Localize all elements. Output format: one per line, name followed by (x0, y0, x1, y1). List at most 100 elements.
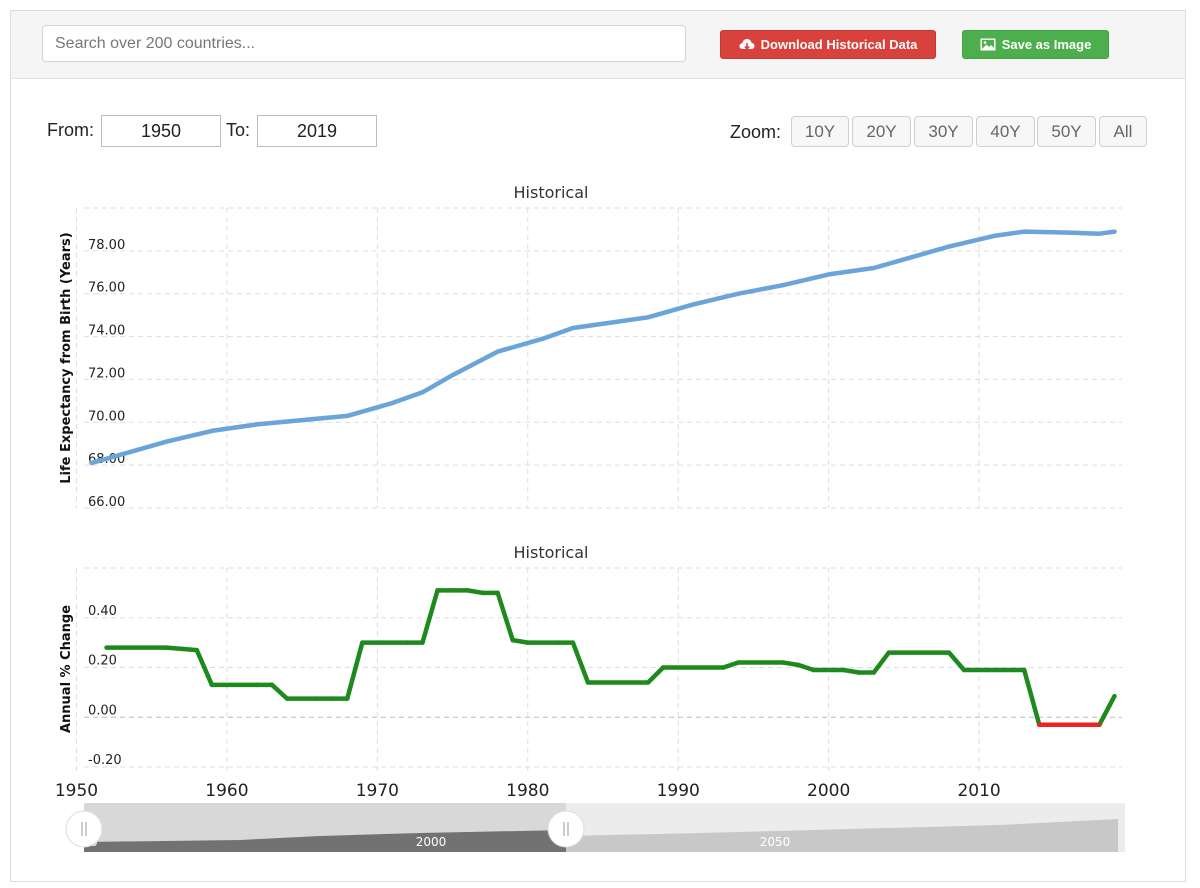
life-expectancy-point[interactable] (420, 390, 425, 395)
life-expectancy-point[interactable] (345, 413, 350, 418)
y-tick-label: 70.00 (88, 409, 125, 424)
life-expectancy-point[interactable] (1112, 229, 1117, 234)
annual-change-point[interactable] (1037, 722, 1042, 727)
annual-change-point[interactable] (886, 650, 891, 655)
life-expectancy-point[interactable] (736, 291, 741, 296)
annual-change-point[interactable] (1022, 668, 1027, 672)
annual-change-point[interactable] (947, 650, 951, 655)
navigator-right-handle[interactable] (547, 810, 585, 848)
annual-change-segment (1021, 667, 1042, 727)
annual-change-point[interactable] (179, 646, 184, 651)
annual-change-point[interactable] (345, 696, 350, 701)
download-historical-data-button[interactable]: Download Historical Data (720, 30, 936, 59)
annual-change-point[interactable] (435, 588, 440, 593)
life-expectancy-point[interactable] (826, 272, 831, 277)
annual-change-segment (871, 650, 892, 675)
annual-change-y-axis-label: Annual % Change (59, 605, 74, 733)
y-tick-label: -0.20 (88, 753, 122, 768)
zoom-40y-button[interactable]: 40Y (976, 116, 1035, 147)
annual-change-segment (841, 667, 861, 675)
annual-change-point[interactable] (736, 660, 741, 665)
annual-change-point[interactable] (420, 640, 425, 645)
life-expectancy-point[interactable] (495, 349, 500, 354)
annual-change-segment (179, 646, 200, 653)
annual-change-point[interactable] (585, 680, 590, 685)
zoom-20y-button[interactable]: 20Y (852, 116, 911, 147)
annual-change-segment (194, 647, 215, 688)
save-button-label: Save as Image (1001, 37, 1092, 52)
annual-change-point[interactable] (796, 663, 801, 668)
life-expectancy-point[interactable] (1097, 231, 1102, 236)
annual-change-segment (570, 640, 591, 685)
annual-change-point[interactable] (480, 590, 485, 595)
annual-change-point[interactable] (315, 696, 320, 701)
life-expectancy-point[interactable] (255, 422, 259, 427)
life-expectancy-point[interactable] (450, 373, 455, 378)
life-expectancy-point[interactable] (164, 439, 169, 444)
annual-change-point[interactable] (1112, 694, 1117, 699)
navigator-selected-range[interactable] (84, 803, 566, 852)
life-expectancy-point[interactable] (1022, 229, 1027, 234)
annual-change-point[interactable] (270, 682, 275, 687)
zoom-50y-button[interactable]: 50Y (1037, 116, 1096, 147)
annual-change-point[interactable] (570, 640, 575, 645)
annual-change-point[interactable] (1097, 722, 1102, 727)
life-expectancy-point[interactable] (646, 315, 651, 320)
life-expectancy-point[interactable] (691, 302, 696, 307)
annual-change-point[interactable] (495, 590, 500, 595)
save-as-image-button[interactable]: Save as Image (962, 30, 1109, 59)
life-expectancy-point[interactable] (871, 266, 876, 270)
life-expectancy-point[interactable] (540, 336, 545, 341)
life-expectancy-point[interactable] (947, 244, 951, 249)
x-tick-label: 1990 (657, 781, 700, 801)
annual-change-point[interactable] (721, 665, 726, 670)
life-expectancy-point[interactable] (570, 326, 575, 330)
life-expectancy-point[interactable] (300, 418, 305, 423)
life-expectancy-point[interactable] (119, 452, 124, 457)
zoom-all-button[interactable]: All (1099, 116, 1147, 147)
annual-change-point[interactable] (164, 645, 169, 650)
zoom-10y-button[interactable]: 10Y (791, 116, 849, 147)
life-expectancy-point[interactable] (89, 461, 94, 465)
from-year-input[interactable] (101, 115, 221, 147)
annual-change-point[interactable] (661, 665, 666, 670)
annual-change-point[interactable] (209, 682, 214, 687)
annual-change-segment (645, 665, 666, 685)
annual-change-point[interactable] (194, 648, 199, 653)
annual-change-point[interactable] (781, 660, 786, 665)
life-expectancy-point[interactable] (992, 233, 997, 238)
annual-change-point[interactable] (962, 668, 967, 672)
life-expectancy-point[interactable] (1067, 230, 1072, 235)
annual-change-point[interactable] (330, 696, 335, 701)
annual-change-point[interactable] (646, 680, 651, 685)
y-tick-label: 0.00 (88, 703, 117, 718)
annual-change-point[interactable] (465, 588, 470, 593)
annual-change-point[interactable] (285, 696, 290, 701)
annual-change-point[interactable] (104, 645, 109, 650)
life-expectancy-line (89, 229, 1117, 466)
life-expectancy-point[interactable] (390, 401, 395, 405)
navigator-series-outside (566, 819, 1118, 852)
annual-change-point[interactable] (510, 638, 515, 643)
zoom-30y-button[interactable]: 30Y (914, 116, 973, 147)
to-year-input[interactable] (257, 115, 377, 147)
navigator-left-handle[interactable] (65, 810, 103, 848)
annual-change-point[interactable] (555, 640, 560, 645)
annual-change-point[interactable] (450, 588, 455, 593)
annual-change-point[interactable] (856, 670, 861, 675)
life-expectancy-point[interactable] (901, 257, 906, 262)
annual-change-point[interactable] (841, 668, 846, 672)
annual-change-point[interactable] (525, 640, 530, 645)
annual-change-point[interactable] (1082, 722, 1087, 727)
search-input[interactable] (42, 25, 686, 62)
life-expectancy-point[interactable] (616, 319, 621, 324)
annual-change-point[interactable] (871, 670, 876, 675)
annual-change-point[interactable] (360, 640, 365, 645)
annual-change-point[interactable] (811, 668, 816, 672)
life-expectancy-point[interactable] (209, 428, 214, 433)
annual-change-point[interactable] (405, 640, 410, 645)
life-expectancy-point[interactable] (781, 283, 786, 288)
navigator-series-selected (84, 830, 566, 852)
annual-change-point[interactable] (255, 682, 259, 687)
annual-change-segment (510, 637, 531, 645)
